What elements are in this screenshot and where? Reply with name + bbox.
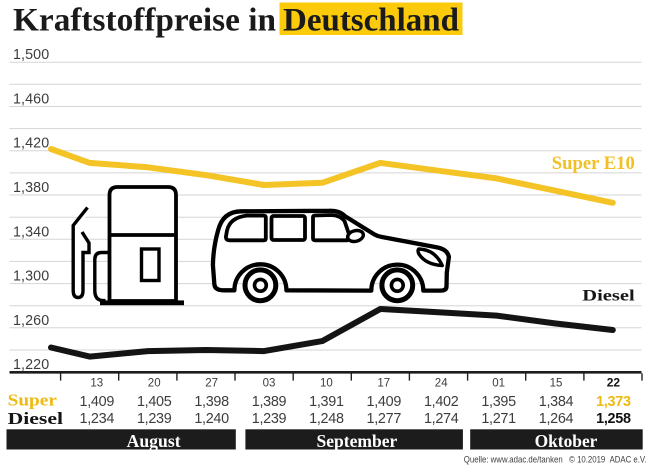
svg-text:1,220: 1,220 — [13, 357, 49, 373]
svg-text:1,340: 1,340 — [13, 224, 49, 240]
svg-text:August: August — [127, 431, 181, 451]
svg-text:1,239: 1,239 — [137, 411, 172, 427]
svg-text:Diesel: Diesel — [582, 288, 635, 305]
svg-text:1,380: 1,380 — [13, 180, 49, 196]
svg-text:10: 10 — [320, 378, 333, 390]
svg-text:1,420: 1,420 — [13, 136, 49, 152]
svg-text:01: 01 — [492, 378, 505, 390]
svg-text:17: 17 — [377, 378, 390, 390]
svg-text:27: 27 — [205, 378, 218, 390]
svg-text:Quelle: www.adac.de/tanken ©: Quelle: www.adac.de/tanken © 10.2019 ADA… — [464, 454, 647, 465]
svg-text:03: 03 — [263, 378, 276, 390]
svg-text:September: September — [317, 431, 398, 451]
svg-text:1,239: 1,239 — [252, 411, 287, 427]
svg-text:1,409: 1,409 — [367, 394, 402, 410]
svg-text:1,398: 1,398 — [194, 394, 229, 410]
svg-text:15: 15 — [550, 378, 563, 390]
svg-text:1,271: 1,271 — [481, 411, 516, 427]
svg-text:1,402: 1,402 — [424, 394, 459, 410]
svg-text:1,248: 1,248 — [309, 411, 344, 427]
svg-text:1,373: 1,373 — [596, 394, 631, 410]
svg-text:Oktober: Oktober — [535, 431, 598, 451]
svg-text:1,391: 1,391 — [309, 394, 344, 410]
svg-text:24: 24 — [435, 378, 448, 390]
svg-text:Super: Super — [8, 391, 57, 410]
svg-text:Deutschland: Deutschland — [283, 3, 459, 39]
svg-text:22: 22 — [607, 376, 621, 390]
svg-text:1,277: 1,277 — [367, 411, 402, 427]
svg-text:1,389: 1,389 — [252, 394, 287, 410]
svg-text:1,409: 1,409 — [80, 394, 115, 410]
svg-text:1,300: 1,300 — [13, 269, 49, 285]
svg-text:Super E10: Super E10 — [552, 154, 635, 174]
svg-text:1,260: 1,260 — [13, 313, 49, 329]
svg-text:Diesel: Diesel — [8, 409, 64, 428]
svg-text:1,264: 1,264 — [539, 411, 574, 427]
svg-text:1,460: 1,460 — [13, 92, 49, 108]
svg-text:1,274: 1,274 — [424, 411, 459, 427]
svg-text:13: 13 — [90, 378, 103, 390]
svg-text:1,240: 1,240 — [194, 411, 229, 427]
svg-text:1,384: 1,384 — [539, 394, 574, 410]
svg-text:1,395: 1,395 — [481, 394, 516, 410]
svg-text:1,234: 1,234 — [80, 411, 115, 427]
svg-text:Kraftstoffpreise in: Kraftstoffpreise in — [13, 3, 276, 39]
svg-text:20: 20 — [148, 378, 161, 390]
svg-text:1,405: 1,405 — [137, 394, 172, 410]
svg-text:1,258: 1,258 — [596, 411, 631, 427]
svg-text:1,500: 1,500 — [13, 47, 49, 63]
